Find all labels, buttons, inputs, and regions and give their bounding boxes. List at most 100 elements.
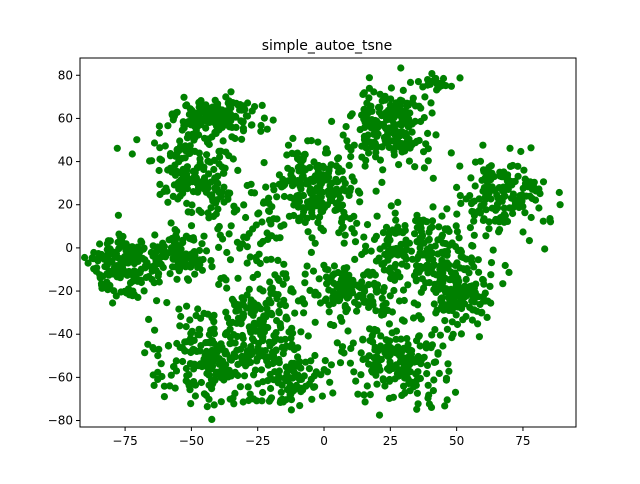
scatter-point bbox=[443, 205, 451, 213]
scatter-point bbox=[156, 144, 164, 152]
scatter-point bbox=[357, 349, 365, 357]
scatter-point bbox=[403, 262, 411, 270]
scatter-point bbox=[453, 228, 461, 236]
scatter-point bbox=[365, 352, 373, 360]
scatter-point bbox=[365, 84, 373, 92]
scatter-point bbox=[328, 197, 336, 205]
scatter-point bbox=[420, 353, 428, 361]
scatter-point bbox=[166, 270, 174, 278]
scatter-point bbox=[372, 257, 380, 265]
scatter-point bbox=[372, 283, 380, 291]
scatter-point bbox=[285, 212, 293, 220]
scatter-point bbox=[275, 307, 283, 316]
scatter-point bbox=[385, 267, 393, 275]
scatter-point bbox=[444, 360, 452, 368]
scatter-point bbox=[428, 217, 437, 225]
scatter-point bbox=[475, 333, 483, 341]
scatter-point bbox=[425, 228, 433, 236]
scatter-point bbox=[432, 131, 440, 139]
scatter-point bbox=[373, 380, 381, 388]
scatter-point bbox=[172, 367, 181, 375]
scatter-point bbox=[381, 382, 389, 390]
scatter-point bbox=[443, 396, 451, 404]
scatter-point bbox=[475, 195, 483, 203]
scatter-point bbox=[304, 332, 312, 340]
scatter-point bbox=[249, 225, 257, 233]
scatter-point bbox=[536, 190, 544, 198]
scatter-point bbox=[423, 361, 432, 369]
scatter-point bbox=[306, 164, 314, 172]
scatter-point bbox=[182, 102, 190, 110]
scatter-point bbox=[245, 396, 253, 405]
scatter-point bbox=[321, 296, 329, 304]
scatter-point bbox=[456, 74, 464, 82]
scatter-point bbox=[410, 383, 418, 391]
scatter-point bbox=[468, 316, 476, 324]
scatter-point bbox=[346, 112, 355, 120]
scatter-point bbox=[382, 336, 390, 344]
scatter-point bbox=[329, 293, 337, 301]
scatter-point bbox=[372, 187, 380, 195]
scatter-point bbox=[202, 124, 210, 132]
scatter-point bbox=[404, 281, 412, 289]
scatter-point bbox=[459, 316, 467, 324]
scatter-point bbox=[195, 131, 203, 139]
scatter-point bbox=[113, 144, 121, 152]
scatter-point bbox=[539, 178, 548, 186]
scatter-point bbox=[470, 211, 478, 219]
scatter-point bbox=[428, 331, 436, 339]
scatter-point bbox=[451, 388, 460, 396]
scatter-point bbox=[462, 255, 470, 263]
scatter-point bbox=[487, 299, 495, 307]
scatter-point bbox=[255, 209, 263, 217]
scatter-point bbox=[306, 286, 314, 294]
scatter-point bbox=[348, 173, 356, 181]
scatter-point bbox=[479, 187, 487, 195]
scatter-point bbox=[347, 153, 355, 161]
scatter-point bbox=[368, 143, 376, 151]
scatter-point bbox=[205, 214, 213, 222]
scatter-point bbox=[197, 378, 205, 387]
scatter-point bbox=[338, 214, 346, 222]
scatter-point bbox=[360, 285, 368, 293]
scatter-point bbox=[350, 368, 358, 376]
scatter-point bbox=[442, 263, 451, 271]
scatter-point bbox=[338, 270, 346, 278]
scatter-point bbox=[230, 331, 238, 339]
scatter-point bbox=[211, 128, 219, 136]
scatter-point bbox=[111, 263, 119, 271]
scatter-point bbox=[400, 382, 408, 390]
y-tick-label: 80 bbox=[58, 68, 73, 82]
scatter-point bbox=[207, 257, 215, 265]
scatter-point bbox=[190, 248, 198, 256]
scatter-point bbox=[396, 102, 404, 110]
scatter-point bbox=[155, 129, 163, 137]
scatter-point bbox=[411, 139, 419, 147]
scatter-point bbox=[408, 347, 416, 355]
scatter-point bbox=[362, 242, 370, 250]
scatter-point bbox=[218, 345, 226, 353]
scatter-point bbox=[487, 259, 496, 267]
scatter-point bbox=[290, 346, 298, 354]
scatter-point bbox=[177, 312, 185, 321]
scatter-point bbox=[431, 242, 439, 250]
scatter-point bbox=[214, 205, 222, 213]
scatter-point bbox=[243, 234, 251, 242]
scatter-point bbox=[430, 358, 438, 366]
scatter-point bbox=[183, 134, 191, 142]
scatter-point bbox=[324, 266, 332, 274]
scatter-point bbox=[153, 245, 161, 253]
scatter-point bbox=[263, 125, 271, 133]
scatter-point bbox=[371, 271, 379, 279]
scatter-point bbox=[226, 395, 234, 403]
scatter-point bbox=[260, 322, 268, 330]
scatter-point bbox=[386, 343, 394, 351]
scatter-point bbox=[242, 112, 250, 120]
scatter-point bbox=[354, 390, 362, 398]
scatter-point bbox=[354, 187, 362, 195]
scatter-point bbox=[103, 251, 111, 259]
scatter-point bbox=[381, 348, 389, 357]
scatter-point bbox=[442, 82, 450, 90]
scatter-point bbox=[84, 259, 92, 267]
scatter-point bbox=[215, 280, 223, 288]
